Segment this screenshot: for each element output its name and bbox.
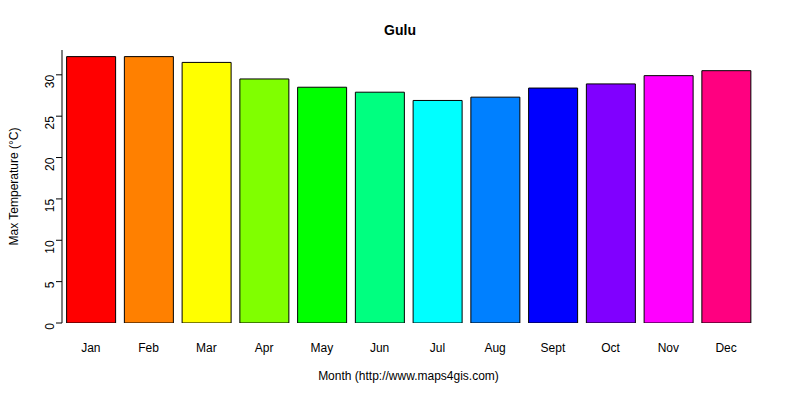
svg-text:30: 30 (43, 75, 57, 89)
svg-text:Max Temperature (°C): Max Temperature (°C) (8, 128, 21, 246)
svg-text:Jan: Jan (81, 341, 100, 355)
svg-text:Apr: Apr (255, 341, 274, 355)
svg-text:25: 25 (43, 116, 57, 130)
svg-text:Month (http://www.maps4gis.com: Month (http://www.maps4gis.com) (318, 369, 499, 383)
svg-text:Nov: Nov (658, 341, 679, 355)
html-text:Gulu: Gulu (384, 22, 416, 38)
svg-text:0: 0 (43, 323, 57, 330)
svg-text:10: 10 (43, 240, 57, 254)
svg-text:May: May (311, 341, 334, 355)
svg-text:Jun: Jun (370, 341, 389, 355)
svg-text:Sept: Sept (541, 341, 566, 355)
svg-text:Jul: Jul (430, 341, 445, 355)
svg-text:5: 5 (43, 281, 57, 288)
svg-text:Mar: Mar (196, 341, 217, 355)
svg-text:Oct: Oct (601, 341, 620, 355)
svg-text:Dec: Dec (715, 341, 736, 355)
svg-text:20: 20 (43, 157, 57, 171)
svg-text:15: 15 (43, 199, 57, 213)
svg-text:Feb: Feb (138, 341, 159, 355)
svg-text:Aug: Aug (484, 341, 505, 355)
